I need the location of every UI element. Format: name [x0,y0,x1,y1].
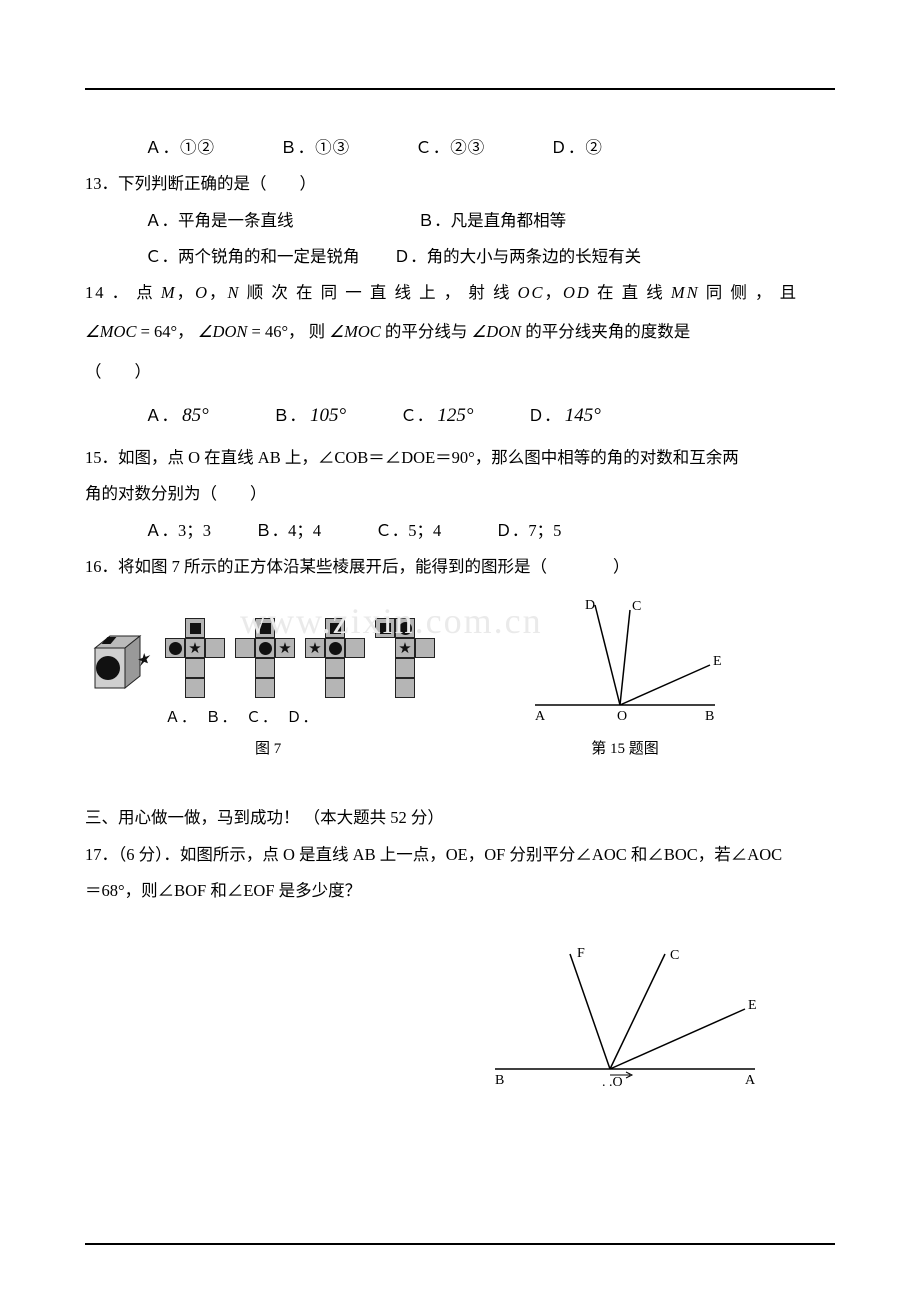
q12-opt-c: Ｃ．②③ [415,138,485,157]
q14-options: Ａ． 85° Ｂ． 105° Ｃ． 125° Ｄ． 145° [85,391,835,440]
q13-row2: Ｃ．两个锐角的和一定是锐角 Ｄ．角的大小与两条边的长短有关 [85,239,835,275]
q12-opt-b: Ｂ．①③ [280,138,350,157]
q17-diagram-wrap: B A . .O F C E [485,939,835,1102]
q14-tail: 的平分线与 [385,322,472,341]
q13-opt-a: Ａ．平角是一条直线 [145,211,294,230]
q15-diagram-wrap: A B O C D E 第 15 题图 [525,595,725,766]
lblO: O [617,709,627,724]
top-rule [85,88,835,90]
q14-mid3: 同 侧 ， 且 [706,283,798,302]
q13-opt-c: Ｃ．两个锐角的和一定是锐角 [145,247,360,266]
lblC: C [632,599,641,614]
q14-don2: ∠DON [472,322,522,341]
q13-row1: Ａ．平角是一条直线 Ｂ．凡是直角都相等 [85,203,835,239]
content: Ａ．①② Ｂ．①③ Ｃ．②③ Ｄ．② 13．下列判断正确的是（ ） Ａ．平角是一… [85,90,835,1102]
svg-text:★: ★ [137,648,152,672]
q15-diagram: A B O C D E [525,595,725,725]
lblO17: . .O [602,1075,623,1089]
q15-c: Ｃ．5；4 [375,521,441,540]
q14-a: Ａ． [145,406,178,425]
q12-opt-a: Ａ．①② [145,138,215,157]
q14-mid1: 顺 次 在 同 一 直 线 上 ， 射 线 [247,283,518,302]
lblF17: F [577,946,585,961]
q13-opt-b: Ｂ．凡是直角都相等 [418,211,567,230]
q14-OC: OC [518,283,545,302]
q14-line1: 14 ． 点 M，O，N 顺 次 在 同 一 直 线 上 ， 射 线 OC，OD… [85,275,835,311]
lblA: A [535,709,546,724]
q14-moc: ∠MOC [85,322,136,341]
q14-b: Ｂ． [273,406,306,425]
q12-options: Ａ．①② Ｂ．①③ Ｃ．②③ Ｄ．② [85,130,835,166]
q15-l1: 15．如图，点 O 在直线 AB 上，∠COB＝∠DOE＝90°，那么图中相等的… [85,440,835,476]
lblC17: C [670,948,679,963]
lblD: D [585,598,595,613]
q14-don: ∠DON [198,322,248,341]
q15-b: Ｂ．4；4 [255,521,321,540]
q14-tail2: 的平分线夹角的度数是 [525,322,690,341]
net-labels: Ａ． Ｂ． Ｃ． Ｄ． [85,702,319,735]
q13-stem: 13．下列判断正确的是（ ） [85,166,835,202]
lblA17: A [745,1073,756,1088]
lblE17: E [748,998,757,1013]
q14-av: 85° [182,405,209,426]
q12-opt-d: Ｄ．② [550,138,603,157]
q14-c: Ｃ． [400,406,433,425]
q14-N: N [228,283,241,302]
q14-mid2: 在 直 线 [597,283,671,302]
q13-opt-d: Ｄ．角的大小与两条边的长短有关 [394,247,642,266]
q17-l1: 17．（6 分）．如图所示，点 O 是直线 AB 上一点，OE，OF 分别平分∠… [85,837,835,873]
net-caption: 图 7 [85,733,281,766]
q14-moc2: ∠MOC [329,322,380,341]
page: www.zixin.com.cn Ａ．①② Ｂ．①③ Ｃ．②③ Ｄ．② 13．下… [0,0,920,1300]
section3-title: 三、用心做一做，马到成功！ （本大题共 52 分） [85,800,835,836]
watermark: www.zixin.com.cn [240,600,543,642]
q15-l2: 角的对数分别为（ ） [85,476,835,512]
lblE: E [713,654,722,669]
q14-MN: MN [671,283,700,302]
q14-cv: 125° [437,405,473,426]
q14-dv: 145° [565,405,601,426]
q15-a: Ａ．3；3 [145,521,211,540]
q14-d: Ｄ． [528,406,561,425]
q14-pre: 14 ． 点 [85,283,161,302]
lblB17: B [495,1073,504,1088]
q15-d: Ｄ．7；5 [495,521,561,540]
lblB: B [705,709,714,724]
q15-options: Ａ．3；3 Ｂ．4；4 Ｃ．5；4 Ｄ．7；5 [85,513,835,549]
q14-bv: 105° [310,405,346,426]
q14-paren: （ ） [85,354,835,390]
q17-diagram: B A . .O F C E [485,939,765,1089]
q17-l2: ＝68°，则∠BOF 和∠EOF 是多少度？ [85,873,835,909]
cube-diagram: ★ [85,628,155,698]
q16-stem: 16．将如图 7 所示的正方体沿某些棱展开后，能得到的图形是（ ） [85,549,835,585]
q14-M: M [161,283,177,302]
q14-O: O [195,283,209,302]
q15-diagram-caption: 第 15 题图 [525,733,725,766]
bottom-rule [85,1243,835,1245]
q14-OD: OD [563,283,591,302]
net-a: ★ [165,618,225,698]
q14-line2: ∠MOC = 64°， ∠DON = 46°， 则 ∠MOC 的平分线与 ∠DO… [85,311,835,354]
